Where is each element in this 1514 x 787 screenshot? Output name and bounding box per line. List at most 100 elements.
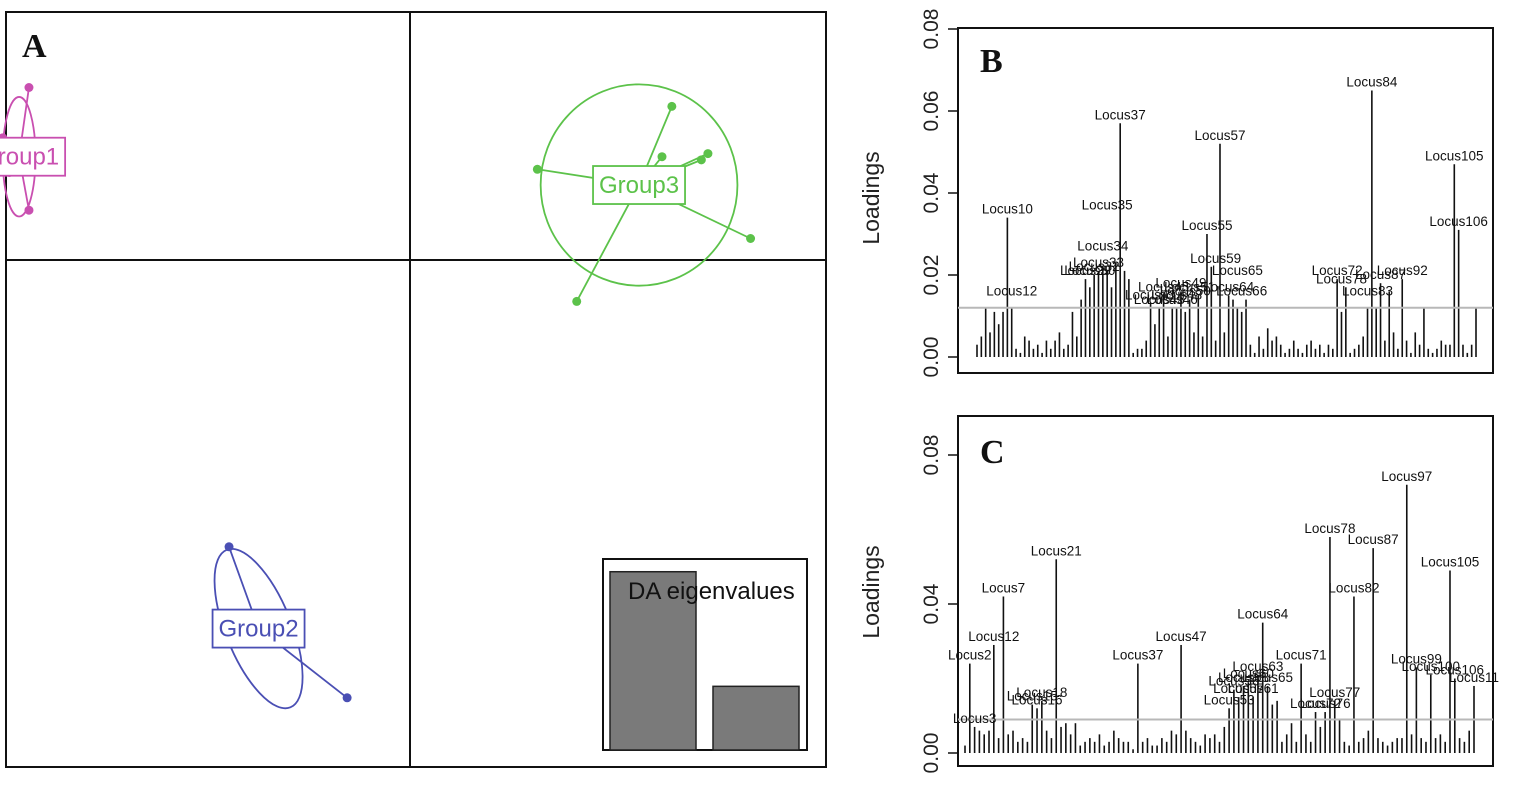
panel-c-locus-label: Locus105 [1421, 554, 1480, 569]
panel-b-ytick-label: 0.02 [920, 255, 943, 296]
group-1-label-box [0, 136, 67, 177]
panel-b-locus-label: Locus37 [1095, 107, 1146, 122]
group-2-point [342, 693, 352, 703]
panel-b-locus-label: Locus34 [1077, 239, 1129, 254]
eigenvalues-bars [609, 570, 800, 751]
panel-b-yaxis: 0.00 0.02 0.04 0.06 0.08 [920, 9, 959, 378]
panel-b-locus-label: Locus33 [1073, 255, 1124, 270]
group-3-point [532, 164, 542, 174]
panel-b-ytick-label: 0.00 [920, 337, 943, 378]
panel-c-locus-label: Locus18 [1016, 685, 1067, 700]
group-1: Group1 [0, 83, 67, 218]
panel-c-locus-label: Locus16 [1012, 692, 1063, 707]
group-3-point [657, 152, 667, 162]
panel-c-locus-label: Locus63 [1232, 659, 1283, 674]
panel-c-locus-label: Locus60 [1223, 666, 1274, 681]
panel-b-locus-label: Locus46 [1147, 292, 1198, 307]
panel-b-locus-label: Locus51 [1164, 280, 1215, 295]
panel-a-letter: A [22, 28, 47, 65]
group-2-point [224, 542, 234, 552]
panel-b-ytick-label: 0.06 [920, 91, 943, 132]
panel-b-locus-label: Locus30 [1064, 263, 1115, 278]
panel-c-locus-label: Locus57 [1213, 681, 1264, 696]
panel-c-locus-label: Locus61 [1228, 681, 1279, 696]
panel-c-locus-label: Locus15 [1007, 689, 1058, 704]
panel-c-yaxis: 0.00 0.04 0.08 [920, 435, 959, 774]
panel-c-locus-label: Locus106 [1426, 663, 1485, 678]
panel-c-locus-label: Locus21 [1031, 543, 1082, 558]
panel-b-frame [957, 27, 1494, 374]
panel-c-locus-label: Locus56 [1208, 674, 1259, 689]
panel-b-annotations: Locus10Locus12Locus37Locus35Locus34Locus… [982, 75, 1488, 307]
panel-b-locus-label: Locus59 [1190, 251, 1241, 266]
panel-b-locus-label: Locus41 [1125, 288, 1176, 303]
panel-c-locus-label: Locus82 [1328, 581, 1379, 596]
panel-c-locus-label: Locus64 [1237, 607, 1289, 622]
eigenvalue-bar-1 [609, 570, 697, 751]
eigenvalue-bar-2 [712, 685, 800, 751]
panel-b-locus-label: Locus72 [1312, 263, 1363, 278]
group-3-point [696, 155, 706, 165]
panel-c-locus-label: Locus77 [1309, 685, 1360, 700]
panel-b-locus-label: Locus78 [1316, 271, 1367, 286]
panel-b-locus-label: Locus84 [1346, 75, 1398, 90]
group-3-label: Group3 [599, 172, 679, 199]
panel-c-locus-label: Locus71 [1276, 648, 1327, 663]
panel-c-locus-label: Locus47 [1156, 629, 1207, 644]
panel-b-locus-label: Locus64 [1203, 280, 1255, 295]
panel-c-locus-label: Locus3 [953, 711, 997, 726]
panel-c-locus-label: Locus2 [948, 648, 992, 663]
panel-c-locus-label: Locus7 [982, 581, 1026, 596]
panel-c-loadings: C Loadings 0.00 0.04 0.08 Locus2 Locus3 Locu… [858, 415, 1499, 774]
panel-b-locus-label: Locus57 [1194, 128, 1245, 143]
eigenvalues-inset: DA eigenvalues [602, 558, 808, 751]
panel-c-ytick-label: 0.04 [920, 583, 943, 624]
panel-c-letter: C [980, 434, 1005, 471]
group-3-ellipse [539, 83, 739, 287]
panel-c-locus-label: Locus11 [1449, 670, 1499, 685]
panel-b-loadings: B Loadings 0.00 0.02 0.04 0.06 0.08 Locus10 L… [858, 9, 1494, 378]
panel-b-locus-label: Locus50 [1160, 284, 1211, 299]
group-3: Group3 [532, 83, 756, 306]
panel-b-locus-label: Locus35 [1082, 198, 1133, 213]
panel-c-annotations: Locus2Locus3Locus7Locus12Locus15Locus16L… [948, 469, 1499, 726]
panel-c-locus-label: Locus65 [1242, 670, 1293, 685]
panel-c-locus-label: Locus72 [1290, 696, 1341, 711]
panel-c-ytick-label: 0.00 [920, 733, 943, 774]
panel-c-locus-label: Locus99 [1391, 651, 1442, 666]
panel-b-locus-label: Locus87 [1355, 267, 1406, 282]
panel-a-groups: Group1 Group2 Group3 [0, 83, 756, 710]
panel-c-locus-label: Locus53 [1204, 692, 1255, 707]
panel-b-ytick-label: 0.04 [920, 172, 943, 213]
panel-c-locus-label: Locus100 [1402, 659, 1461, 674]
group-1-label: Group1 [0, 144, 59, 171]
panel-b-locus-label: Locus45 [1138, 280, 1189, 295]
group-1-point [24, 205, 34, 215]
group-3-point [703, 149, 713, 159]
panel-a-scatter: A Group1 Group2 Group3 DA eigenvalues [0, 11, 827, 768]
panel-b-bars [976, 90, 1477, 357]
panel-b-locus-label: Locus49 [1155, 275, 1206, 290]
panel-b-locus-label: Locus43 [1134, 292, 1185, 307]
panel-c-bars [964, 484, 1475, 753]
panel-c-ylabel: Loadings [858, 545, 884, 638]
panel-c-locus-label: Locus12 [968, 629, 1019, 644]
panel-b-ytick-label: 0.08 [920, 9, 943, 50]
panel-c-locus-label: Locus58 [1218, 670, 1269, 685]
panel-c-locus-label: Locus97 [1381, 469, 1432, 484]
group-2: Group2 [211, 542, 352, 710]
panel-c-locus-label: Locus76 [1300, 696, 1351, 711]
group-3-label-box [592, 165, 686, 205]
panel-b-locus-label: Locus10 [982, 202, 1033, 217]
panel-b-locus-label: Locus12 [986, 284, 1037, 299]
panel-b-locus-label: Locus105 [1425, 148, 1484, 163]
panel-b-locus-label: Locus55 [1181, 218, 1232, 233]
panel-a-frame [5, 11, 827, 768]
panel-b-ylabel: Loadings [858, 151, 884, 244]
panel-b-letter: B [980, 43, 1003, 80]
panel-b-locus-label: Locus32 [1069, 259, 1120, 274]
group-1-point [24, 83, 34, 92]
panel-c-locus-label: Locus37 [1112, 648, 1163, 663]
group-3-point [746, 234, 756, 243]
